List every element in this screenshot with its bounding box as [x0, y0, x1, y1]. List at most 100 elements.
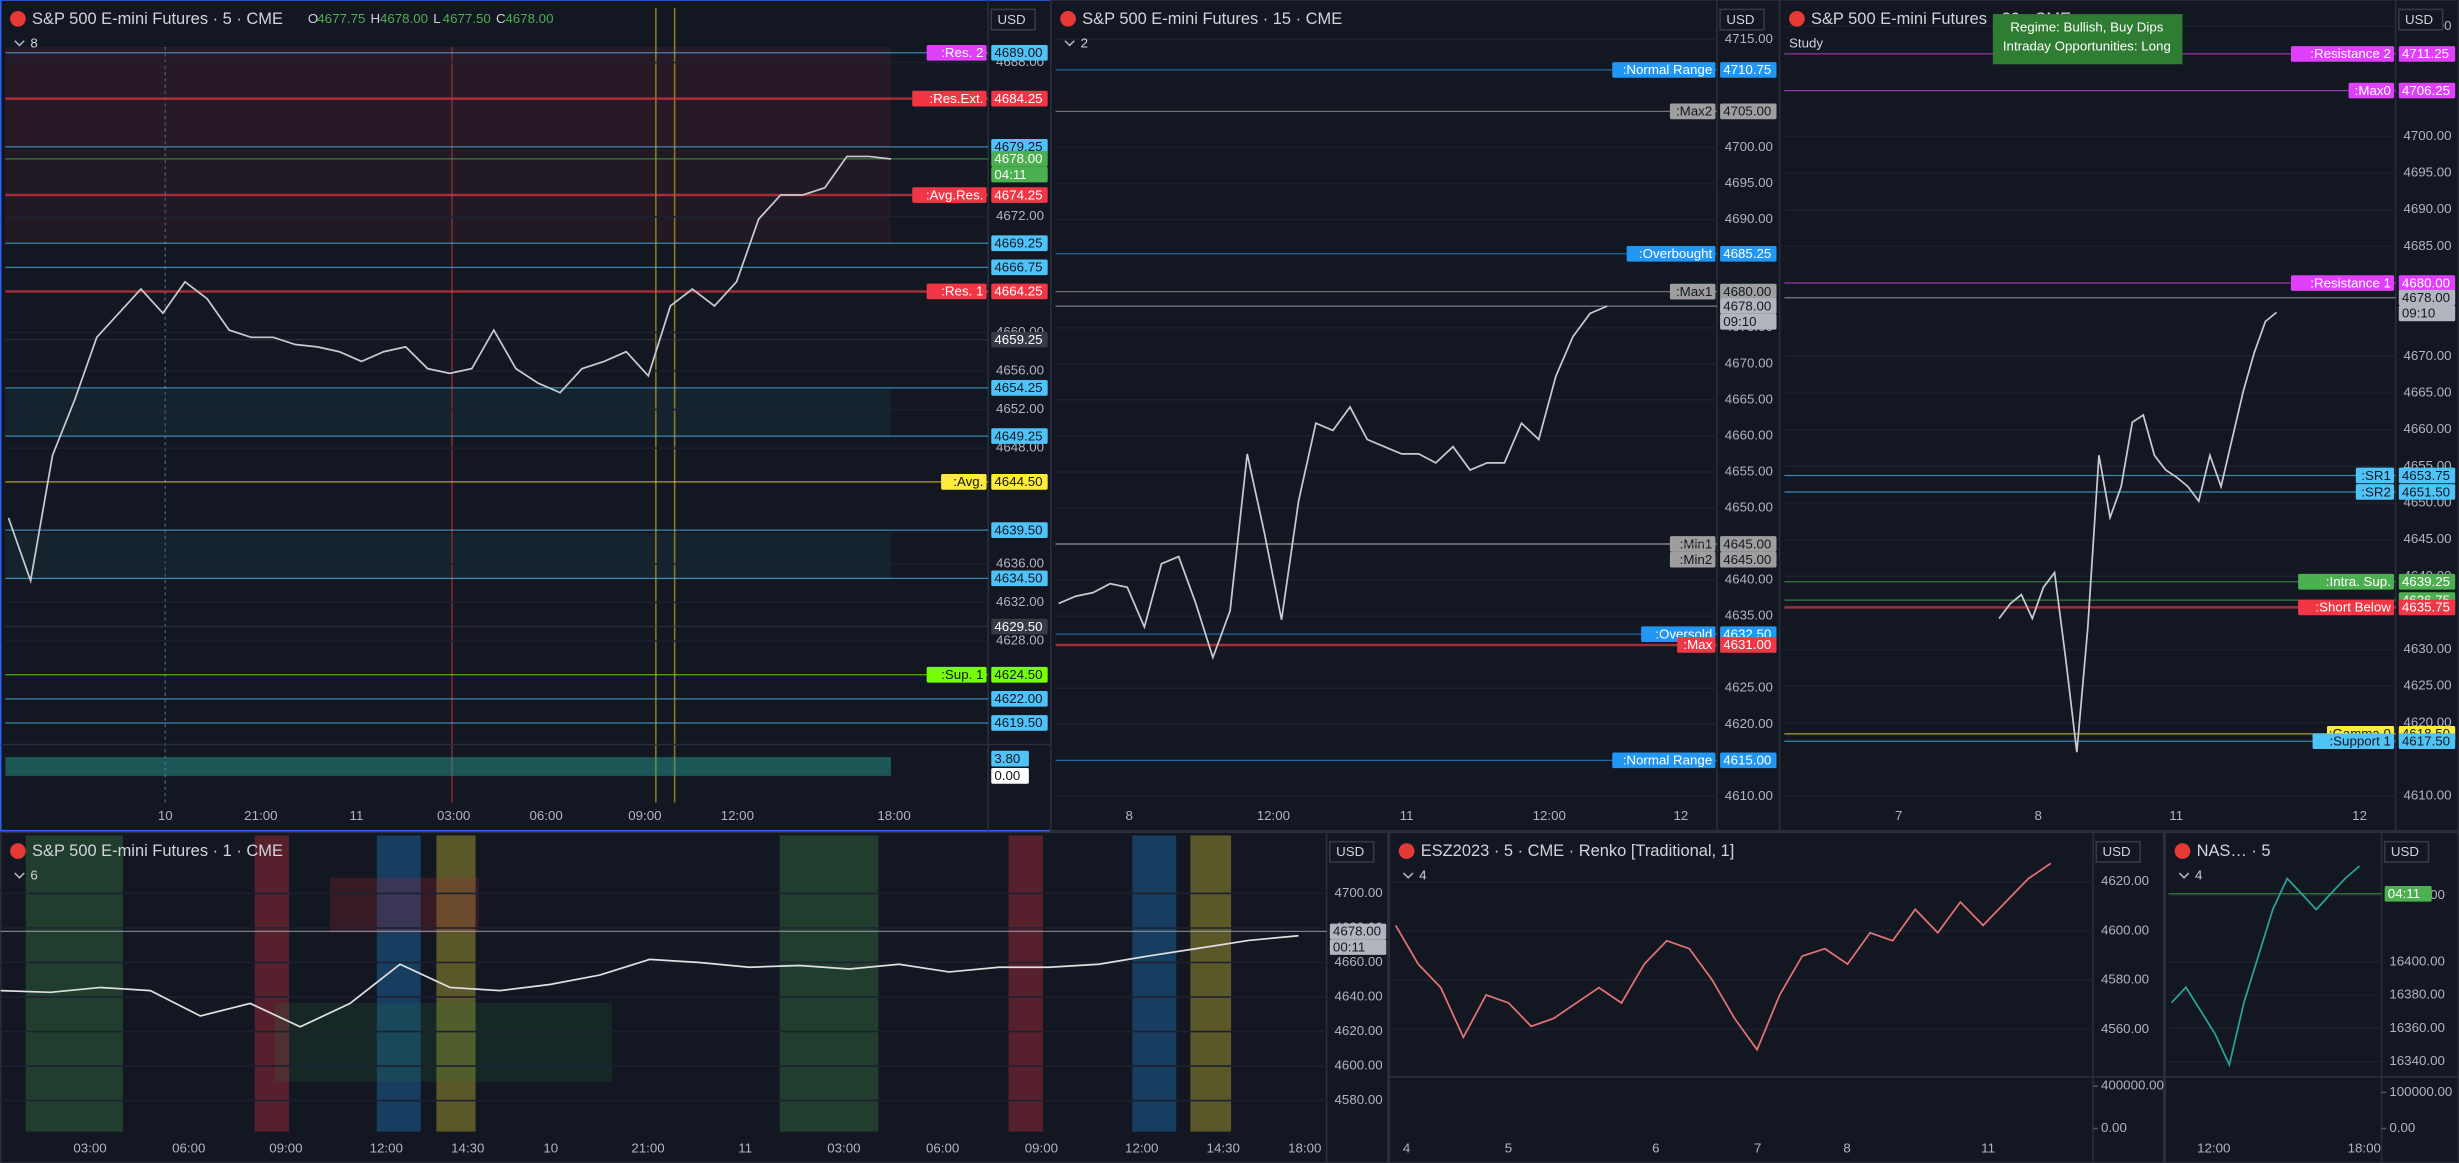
x-tick-label: 8 [2035, 808, 2042, 823]
y-tick-label: 4690.00 [1725, 211, 1773, 226]
x-tick-label: 8 [1125, 808, 1132, 823]
y-tick-label: 4656.00 [996, 363, 1044, 378]
level-name-box [1677, 637, 1716, 653]
level-timer-box [1720, 313, 1777, 330]
x-tick-label: 12 [2352, 808, 2367, 823]
y-tick-label: 4665.00 [2403, 385, 2451, 400]
y-tick-label: 16400.00 [2389, 953, 2445, 968]
regime-text: Regime: Bullish, Buy Dips [2010, 20, 2163, 35]
level-name-box [1669, 103, 1716, 120]
zone [5, 47, 891, 148]
y-tick-label: 4560.00 [2101, 1021, 2149, 1036]
level-timer-box [1329, 939, 1387, 955]
currency[interactable]: USD [2405, 12, 2433, 27]
indicator-count[interactable]: 2 [1081, 35, 1088, 50]
session-band [25, 835, 123, 1132]
level-price-box [991, 90, 1048, 107]
level-name-box [1612, 752, 1716, 769]
chevron[interactable] [14, 40, 25, 47]
x-tick-label: 11 [1981, 1140, 1995, 1155]
indicator-count[interactable]: 4 [1419, 868, 1427, 883]
level-name-box [2355, 467, 2395, 484]
x-tick-label: 11 [738, 1140, 752, 1155]
level-price-box [1720, 283, 1777, 300]
level-price: 4645.00 [1723, 536, 1771, 551]
y-tick-label: 4635.00 [1725, 608, 1773, 623]
level-price-box [991, 380, 1048, 396]
level-price: 4615.00 [1723, 753, 1771, 768]
level-price: 4649.25 [994, 428, 1042, 443]
y-tick-label: 4600.00 [1335, 1058, 1383, 1073]
price-line [7, 155, 892, 585]
currency-box[interactable] [2397, 8, 2444, 31]
indicator-count[interactable]: 8 [30, 35, 37, 50]
y-tick-label: 4632.00 [996, 594, 1044, 609]
currency-box[interactable] [2095, 840, 2141, 863]
level-price: 4653.75 [2402, 468, 2450, 483]
chevron[interactable] [1402, 872, 1414, 879]
level-price-box [1720, 752, 1777, 769]
zone [329, 877, 479, 933]
level-price-box [1720, 245, 1777, 262]
level-name: :Sup. 1 [941, 667, 983, 682]
level-name: :SR2 [2361, 484, 2391, 499]
y-tick-label: 4695.00 [2403, 165, 2451, 180]
session-band [1008, 835, 1043, 1132]
currency-box[interactable] [2383, 840, 2430, 863]
zone [5, 532, 891, 580]
chevron[interactable] [14, 872, 25, 879]
x-tick-label: 11 [350, 808, 364, 823]
currency[interactable]: USD [1336, 844, 1364, 859]
level-price-box [991, 138, 1048, 155]
level-price: 4664.25 [994, 284, 1042, 299]
x-tick-label: 12:00 [370, 1140, 403, 1155]
level-name-box [2298, 573, 2395, 590]
x-tick-label: 6 [1652, 1140, 1659, 1155]
ohlc-value: 4677.50 [443, 11, 491, 26]
level-price: 4651.50 [2402, 484, 2450, 499]
chevron[interactable] [1064, 40, 1075, 47]
x-tick-label: 12 [1674, 808, 1689, 823]
symbol-icon [1789, 10, 1805, 27]
zone [5, 388, 891, 436]
y-tick-label: 4660.00 [1725, 427, 1773, 442]
indicator-count[interactable]: 6 [30, 868, 37, 883]
currency-box[interactable] [990, 8, 1036, 31]
x-tick-label: 11 [2169, 808, 2183, 823]
indicator-value-box [991, 750, 1029, 767]
level-price: 4678.00 [1723, 298, 1771, 313]
x-tick-label: 18:00 [2348, 1140, 2381, 1155]
y-tick-label: 4700.00 [1335, 885, 1383, 900]
level-name: :Min2 [1680, 552, 1713, 567]
session-band [1132, 835, 1177, 1132]
ohlc-key: H [371, 11, 381, 26]
level-name: :Res. 1 [941, 284, 983, 299]
panel [1388, 831, 2165, 1163]
currency[interactable]: USD [2103, 844, 2131, 859]
level-price: 4635.75 [2402, 600, 2450, 615]
level-timer: 04:11 [2388, 886, 2420, 901]
indicator-value: 3.80 [994, 751, 1020, 766]
currency-box[interactable] [1719, 8, 1765, 31]
x-tick-label: 03:00 [437, 808, 470, 823]
level-name: :Res. 2 [941, 45, 983, 60]
chevron[interactable] [2178, 872, 2190, 879]
y-tick-label: 4640.00 [1335, 989, 1383, 1004]
x-tick-label: 21:00 [244, 808, 277, 823]
indicator-count[interactable]: 4 [2195, 868, 2203, 883]
level-timer: 04:11 [994, 167, 1026, 182]
currency[interactable]: USD [2391, 844, 2419, 859]
level-price: 4624.50 [994, 667, 1042, 682]
currency[interactable]: USD [1726, 12, 1754, 27]
level-price: 4674.25 [994, 187, 1042, 202]
level-timer: 09:10 [2402, 306, 2435, 321]
currency[interactable]: USD [998, 12, 1026, 27]
level-name-box [2290, 46, 2395, 62]
x-tick-label: 8 [1843, 1140, 1850, 1155]
currency-box[interactable] [1329, 840, 1375, 863]
level-name-box [2355, 484, 2395, 500]
y-tick-label: 4660.00 [2403, 421, 2451, 436]
x-tick-label: 06:00 [172, 1140, 205, 1155]
level-name-box [1626, 245, 1716, 262]
y-tick-label: 4645.00 [2403, 531, 2451, 546]
